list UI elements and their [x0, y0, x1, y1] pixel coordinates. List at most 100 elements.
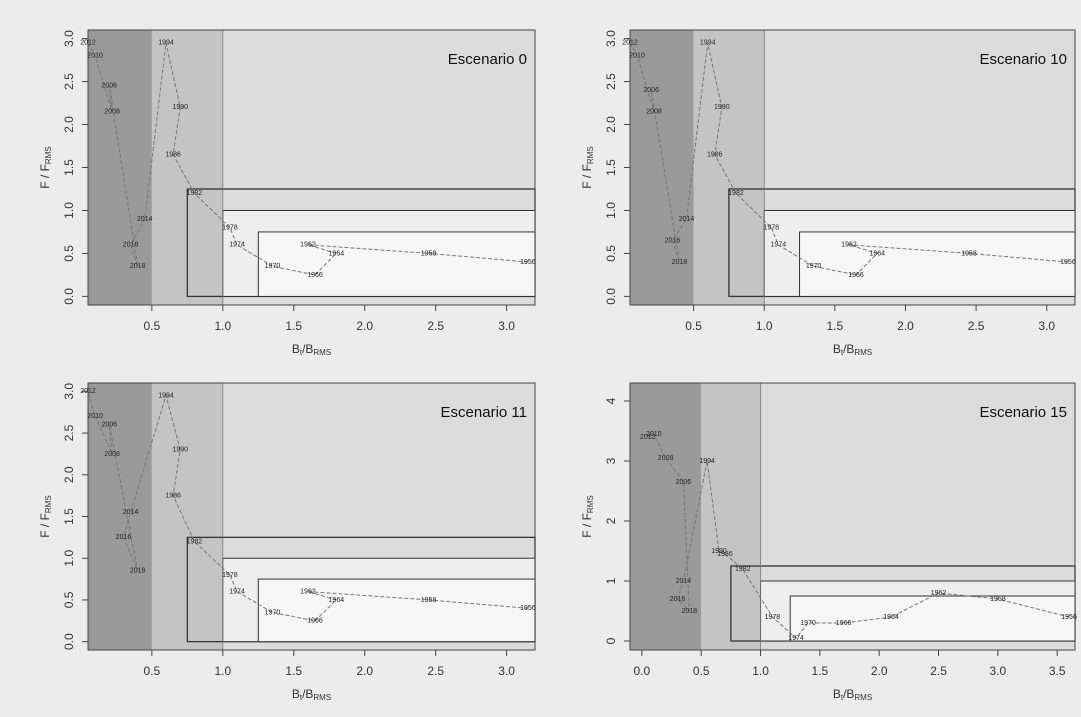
year-label: 1994: [158, 392, 174, 399]
year-label: 1958: [961, 250, 977, 257]
x-label-part: t: [841, 348, 844, 357]
year-label: 1970: [265, 609, 281, 616]
x-label-part: t: [300, 348, 303, 357]
year-label: 1994: [699, 458, 715, 465]
zone-box-3: [799, 231, 1076, 297]
x-tick-label: 0.5: [685, 319, 702, 333]
year-label: 2010: [87, 53, 103, 60]
year-label: 1986: [165, 492, 181, 499]
y-tick-label: 2.0: [604, 116, 618, 133]
x-label-part: RMS: [313, 348, 331, 357]
year-label: 1962: [841, 242, 857, 249]
year-label: 1958: [990, 596, 1006, 603]
year-label: 1990: [714, 104, 730, 111]
year-label: 1962: [300, 242, 316, 249]
y-tick-label: 3.0: [62, 383, 76, 400]
y-label-part: RMS: [586, 146, 595, 164]
x-tick-label: 3.0: [498, 664, 515, 678]
year-label: 1966: [307, 272, 323, 279]
year-label: 1962: [931, 590, 947, 597]
year-label: 1974: [229, 242, 245, 249]
year-label: 1970: [265, 263, 281, 270]
x-label-part: /B: [302, 342, 313, 356]
year-label: 1958: [421, 250, 437, 257]
x-tick-label: 2.0: [356, 319, 373, 333]
y-tick-label: 1.0: [604, 202, 618, 219]
year-label: 2008: [104, 108, 120, 115]
x-tick-label: 3.0: [498, 319, 515, 333]
year-label: 1966: [307, 618, 323, 625]
panel-title: Escenario 11: [441, 404, 527, 421]
y-tick-label: 2.0: [62, 116, 76, 133]
y-label-part: F / F: [38, 513, 52, 538]
year-label: 1986: [165, 151, 181, 158]
x-label-part: /B: [843, 342, 854, 356]
x-label-part: B: [833, 342, 841, 356]
y-tick-label: 2.0: [62, 466, 76, 483]
trajectory: [87, 42, 528, 276]
year-label: 2016: [116, 534, 132, 541]
x-tick-label: 2.5: [968, 319, 985, 333]
trajectory: [647, 433, 1070, 639]
x-tick-label: 1.0: [752, 664, 769, 678]
x-tick-label: 3.0: [990, 664, 1007, 678]
y-label-part: RMS: [44, 146, 53, 164]
year-label: 1974: [788, 635, 804, 642]
year-label: 1982: [187, 538, 203, 545]
year-label: 2006: [676, 479, 692, 486]
year-label: 1966: [848, 272, 864, 279]
year-label: 1986: [717, 551, 733, 558]
y-tick-label: 3: [604, 457, 618, 464]
year-label: 1994: [700, 40, 716, 47]
y-label-part: RMS: [586, 495, 595, 513]
plot-frame: [629, 382, 1076, 651]
year-label: 1970: [800, 620, 816, 627]
year-label: 2012: [80, 40, 96, 47]
x-tick-label: 1.0: [214, 664, 231, 678]
x-axis-label: Bt/BRMS: [292, 342, 331, 357]
panel-title: Escenario 0: [448, 51, 527, 68]
y-tick-label: 2.5: [62, 424, 76, 441]
x-label-part: RMS: [854, 693, 872, 702]
y-tick-label: 0: [604, 637, 618, 644]
x-tick-label: 1.5: [812, 664, 829, 678]
year-label: 2006: [643, 87, 659, 94]
y-tick-label: 1.0: [62, 550, 76, 567]
y-tick-label: 1.5: [62, 508, 76, 525]
year-label: 2018: [130, 263, 146, 270]
year-label: 1986: [707, 151, 723, 158]
x-tick-label: 2.5: [427, 664, 444, 678]
zone-box-3: [789, 595, 1076, 642]
year-label: 1966: [836, 620, 852, 627]
y-tick-label: 2.5: [62, 73, 76, 90]
year-label: 1956: [1061, 614, 1077, 621]
x-label-part: /B: [843, 687, 854, 701]
x-tick-label: 1.5: [285, 664, 302, 678]
x-label-part: RMS: [854, 348, 872, 357]
y-tick-label: 3.0: [62, 30, 76, 47]
y-tick-label: 4: [604, 397, 618, 404]
zone-collapse: [88, 383, 152, 650]
y-tick-label: 0.0: [62, 288, 76, 305]
year-label: 1964: [329, 597, 345, 604]
year-label: 2010: [646, 431, 662, 438]
x-tick-label: 1.0: [214, 319, 231, 333]
y-tick-label: 0.0: [62, 633, 76, 650]
year-label: 1956: [520, 605, 536, 612]
y-tick-label: 0.5: [62, 591, 76, 608]
year-label: 1964: [329, 250, 345, 257]
y-tick-label: 2.5: [604, 73, 618, 90]
year-label: 2014: [679, 216, 695, 223]
year-label: 2012: [80, 388, 96, 395]
x-tick-label: 1.5: [285, 319, 302, 333]
x-tick-label: 2.0: [897, 319, 914, 333]
y-tick-label: 2: [604, 517, 618, 524]
y-axis-label: F / FRMS: [580, 495, 595, 537]
year-label: 2016: [670, 596, 686, 603]
y-axis-label: F / FRMS: [580, 146, 595, 188]
trajectory: [629, 42, 1068, 276]
year-label: 2018: [672, 259, 688, 266]
x-tick-label: 2.0: [871, 664, 888, 678]
year-label: 2014: [123, 509, 139, 516]
